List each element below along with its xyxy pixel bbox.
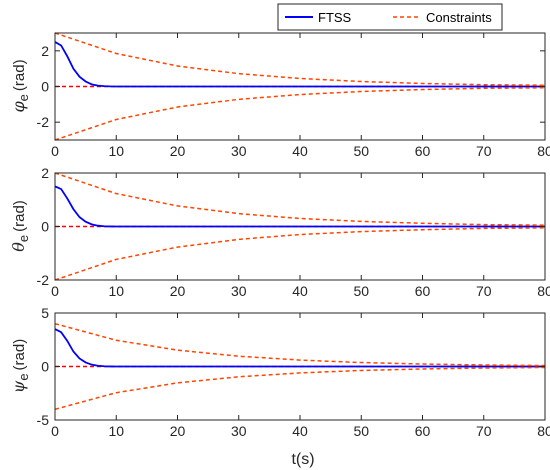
ylabel-psi-sub: e <box>16 373 31 380</box>
xtick-label: 70 <box>476 143 492 159</box>
ytick-label: -2 <box>37 114 50 130</box>
xtick-label: 70 <box>476 423 492 439</box>
ytick-label: 0 <box>41 219 49 235</box>
xtick-label: 0 <box>51 143 59 159</box>
ytick-label: 0 <box>41 79 49 95</box>
series-constraint-lower-phi <box>54 87 546 141</box>
series-constraint-lower-theta <box>54 227 546 281</box>
ylabel-theta-unit: (rad) <box>11 200 28 232</box>
ytick-label: -2 <box>37 272 50 288</box>
ytick-label: 2 <box>41 43 49 59</box>
subplot-theta: θe(rad) 0 10 20 30 40 50 60 70 80-202 <box>9 165 550 299</box>
series-constraint-upper-phi <box>54 32 546 86</box>
ylabel-theta-symbol: θ <box>9 242 28 252</box>
xtick-label: 20 <box>170 423 186 439</box>
xtick-label: 30 <box>231 143 247 159</box>
xlabel: t(s) <box>291 451 314 468</box>
series-constraint-lower-psi <box>54 366 546 411</box>
ylabel-theta-sub: e <box>16 235 31 242</box>
ylabel-theta: θe (rad) <box>9 200 31 252</box>
xtick-label: 10 <box>108 423 124 439</box>
xtick-label: 0 <box>51 423 59 439</box>
xtick-label: 20 <box>170 143 186 159</box>
xtick-label: 10 <box>108 143 124 159</box>
series-constraint-upper-theta <box>54 172 546 226</box>
ylabel-phi-sub: e <box>16 94 31 101</box>
legend: FTSS Constraints <box>277 3 503 31</box>
ylabel-phi: φe (rad) <box>9 59 31 112</box>
xtick-label: 60 <box>415 283 431 299</box>
ylabel-psi-unit: (rad) <box>11 339 28 371</box>
xtick-label: 50 <box>353 283 369 299</box>
xtick-label: 80 <box>537 283 550 299</box>
xtick-label: 50 <box>353 143 369 159</box>
legend-label-constraints: Constraints <box>426 10 492 25</box>
legend-label-ftss: FTSS <box>318 10 352 25</box>
legend-box <box>277 3 503 31</box>
xtick-label: 80 <box>537 143 550 159</box>
xtick-label: 60 <box>415 143 431 159</box>
series-constraint-upper-psi <box>54 322 546 367</box>
xtick-label: 30 <box>231 283 247 299</box>
xtick-label: 10 <box>108 283 124 299</box>
xtick-label: 40 <box>292 143 308 159</box>
xtick-label: 40 <box>292 283 308 299</box>
ylabel-phi-unit: (rad) <box>11 59 28 91</box>
subplot-psi: ψe(rad) t(s) 0 10 20 30 40 50 60 70 80-505 <box>9 305 550 468</box>
series-ftss-theta <box>54 185 545 228</box>
xtick-label: 70 <box>476 283 492 299</box>
xtick-label: 80 <box>537 423 550 439</box>
ytick-label: 2 <box>41 165 49 181</box>
xtick-label: 60 <box>415 423 431 439</box>
xtick-label: 20 <box>170 283 186 299</box>
xtick-label: 0 <box>51 283 59 299</box>
ylabel-psi-symbol: ψ <box>9 380 28 393</box>
ytick-label: -5 <box>37 412 50 428</box>
ylabel-psi: ψe (rad) <box>9 339 31 393</box>
ylabel-phi-symbol: φ <box>9 101 28 113</box>
ytick-label: 0 <box>41 359 49 375</box>
series-ftss-psi <box>54 328 545 368</box>
subplot-phi: φe(rad) 0 10 20 30 40 50 60 70 80-202 <box>9 32 550 159</box>
xtick-label: 50 <box>353 423 369 439</box>
ytick-label: 5 <box>41 305 49 321</box>
xtick-label: 40 <box>292 423 308 439</box>
series-ftss-phi <box>54 41 545 88</box>
xtick-label: 30 <box>231 423 247 439</box>
